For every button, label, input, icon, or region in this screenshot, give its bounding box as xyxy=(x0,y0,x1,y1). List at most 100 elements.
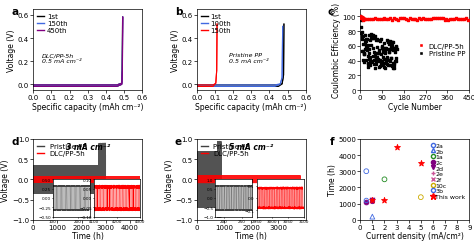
Point xyxy=(384,64,392,68)
Point xyxy=(379,18,386,22)
Point xyxy=(456,18,464,22)
Point xyxy=(392,46,400,50)
Point xyxy=(381,198,388,202)
Point xyxy=(361,42,369,46)
Point xyxy=(365,52,373,56)
Point xyxy=(360,17,367,21)
Point xyxy=(374,58,382,62)
Point xyxy=(385,51,393,55)
Point xyxy=(361,34,369,38)
Point xyxy=(386,64,393,68)
Point xyxy=(383,62,390,66)
Point xyxy=(377,62,384,66)
Point xyxy=(416,17,423,21)
Point xyxy=(380,57,388,61)
Point xyxy=(357,15,365,19)
Point xyxy=(365,48,373,52)
Point xyxy=(375,66,383,70)
Point xyxy=(370,63,377,67)
Point xyxy=(441,18,448,22)
Point xyxy=(388,48,396,52)
Point xyxy=(385,43,392,47)
Point xyxy=(429,16,437,20)
Point xyxy=(386,40,394,44)
Point xyxy=(359,17,366,21)
Point xyxy=(358,38,366,42)
Point xyxy=(388,40,395,44)
Y-axis label: Coulombic Efficiency (%): Coulombic Efficiency (%) xyxy=(332,3,341,98)
Point xyxy=(381,17,388,21)
Point xyxy=(387,46,395,50)
Point xyxy=(389,40,397,44)
Point xyxy=(369,198,376,202)
Point xyxy=(359,17,366,21)
Point xyxy=(362,38,370,42)
Point xyxy=(381,61,388,65)
Point xyxy=(377,52,384,56)
Point xyxy=(406,17,413,21)
Point xyxy=(359,50,366,54)
Point xyxy=(381,213,388,217)
Text: 5 mA cm⁻²: 5 mA cm⁻² xyxy=(229,143,273,152)
Point xyxy=(421,18,429,22)
Point xyxy=(381,50,389,54)
Point xyxy=(359,18,367,22)
Point xyxy=(361,39,368,43)
Point xyxy=(375,49,383,53)
Point xyxy=(363,38,370,42)
Point xyxy=(382,52,389,56)
Point xyxy=(383,63,391,67)
Point xyxy=(410,18,417,22)
Point xyxy=(371,37,378,41)
Point xyxy=(373,57,380,61)
Point xyxy=(368,37,376,41)
Point xyxy=(387,56,395,60)
Point xyxy=(358,17,365,21)
Point xyxy=(374,52,382,56)
Point xyxy=(418,18,425,22)
Point xyxy=(371,17,379,21)
Point xyxy=(414,18,421,22)
Point xyxy=(464,18,472,22)
Point xyxy=(381,66,388,70)
X-axis label: Time (h): Time (h) xyxy=(235,232,267,240)
Point xyxy=(358,31,365,35)
Point xyxy=(371,66,379,70)
Point xyxy=(360,61,368,65)
Point xyxy=(379,45,386,49)
Y-axis label: Voltage (V): Voltage (V) xyxy=(171,29,180,72)
Text: e: e xyxy=(175,136,182,146)
Point xyxy=(458,18,466,21)
Point xyxy=(391,66,398,70)
Point xyxy=(435,17,443,21)
Point xyxy=(388,44,396,48)
Point xyxy=(361,52,368,56)
Point xyxy=(369,18,377,22)
X-axis label: Specific capacity (mAh cm⁻²): Specific capacity (mAh cm⁻²) xyxy=(32,102,144,111)
Point xyxy=(374,38,381,42)
Point xyxy=(357,16,365,20)
Point xyxy=(381,198,388,202)
Point xyxy=(369,200,376,203)
Point xyxy=(400,17,408,21)
X-axis label: Time (h): Time (h) xyxy=(72,232,104,240)
Text: c: c xyxy=(328,7,334,17)
X-axis label: Current density (mA/cm²): Current density (mA/cm²) xyxy=(366,232,464,240)
Point xyxy=(363,46,371,50)
Point xyxy=(360,18,367,22)
Point xyxy=(389,64,396,68)
Point xyxy=(367,61,374,65)
Point xyxy=(447,18,454,22)
Point xyxy=(369,198,376,202)
Point xyxy=(419,17,427,21)
Point xyxy=(360,52,367,56)
Point xyxy=(363,200,370,204)
Point xyxy=(394,18,402,22)
Point xyxy=(391,62,398,66)
Point xyxy=(368,35,375,39)
Point xyxy=(404,18,411,22)
Point xyxy=(384,40,392,44)
Point xyxy=(364,49,371,53)
Point xyxy=(382,48,390,52)
Point xyxy=(408,18,415,22)
